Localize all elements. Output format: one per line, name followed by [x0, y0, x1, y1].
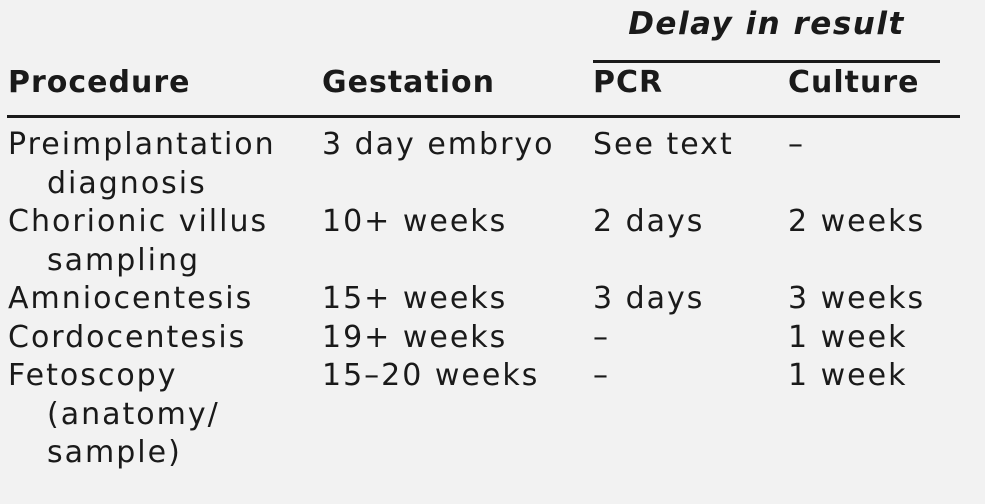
- table-row: Cordocentesis 19+ weeks – 1 week: [0, 319, 985, 358]
- procedure-continuation-line: sampling: [47, 242, 201, 278]
- cell-procedure: Preimplantation diagnosis: [0, 126, 322, 203]
- spanner-heading: Delay in result: [628, 6, 905, 42]
- column-header-culture: Culture: [788, 65, 920, 100]
- column-header-gestation: Gestation: [322, 65, 496, 100]
- cell-culture: 2 weeks: [788, 204, 926, 239]
- procedure-continuation-line: diagnosis: [47, 165, 207, 201]
- cell-pcr: –: [593, 358, 610, 393]
- procedure-name: Fetoscopy: [8, 358, 178, 393]
- table-row: Amniocentesis 15+ weeks 3 days 3 weeks: [0, 280, 985, 319]
- cell-gestation: 10+ weeks: [322, 204, 508, 239]
- cell-pcr: See text: [593, 127, 734, 162]
- cell-procedure: Fetoscopy (anatomy/sample): [0, 357, 322, 473]
- cell-gestation: 19+ weeks: [322, 319, 508, 355]
- table-body: Preimplantation diagnosis 3 day embryo Se…: [0, 126, 985, 473]
- cell-culture: 1 week: [788, 358, 908, 393]
- procedure-name: Chorionic villus: [8, 204, 269, 239]
- cell-pcr: 2 days: [593, 204, 705, 239]
- cell-gestation: 15+ weeks: [322, 281, 508, 316]
- cell-gestation: 15–20 weeks: [322, 358, 540, 393]
- cell-culture: 1 week: [788, 319, 908, 355]
- table-row: Preimplantation diagnosis 3 day embryo Se…: [0, 126, 985, 203]
- cell-procedure: Amniocentesis: [0, 280, 322, 319]
- cell-gestation: 3 day embryo: [322, 127, 555, 162]
- spanner-underline-rule: [593, 60, 940, 63]
- cell-pcr: –: [593, 319, 610, 355]
- procedure-continuation-line: (anatomy/: [47, 396, 220, 432]
- cell-procedure: Cordocentesis: [0, 319, 322, 358]
- cell-pcr: 3 days: [593, 281, 705, 316]
- procedure-name: Preimplantation: [8, 127, 276, 162]
- procedure-name: Cordocentesis: [8, 319, 247, 355]
- cell-culture: –: [788, 127, 805, 162]
- table-row: Fetoscopy (anatomy/sample) 15–20 weeks – …: [0, 357, 985, 473]
- procedure-continuation-line: sample): [47, 435, 182, 470]
- cell-culture: 3 weeks: [788, 281, 926, 316]
- header-divider-rule: [7, 115, 960, 118]
- cell-procedure: Chorionic villus sampling: [0, 203, 322, 280]
- procedure-name: Amniocentesis: [8, 281, 254, 316]
- column-header-pcr: PCR: [593, 65, 664, 100]
- table-header-row: Procedure Gestation PCR Culture: [0, 64, 985, 103]
- table-row: Chorionic villus sampling 10+ weeks 2 day…: [0, 203, 985, 280]
- column-header-procedure: Procedure: [8, 65, 191, 100]
